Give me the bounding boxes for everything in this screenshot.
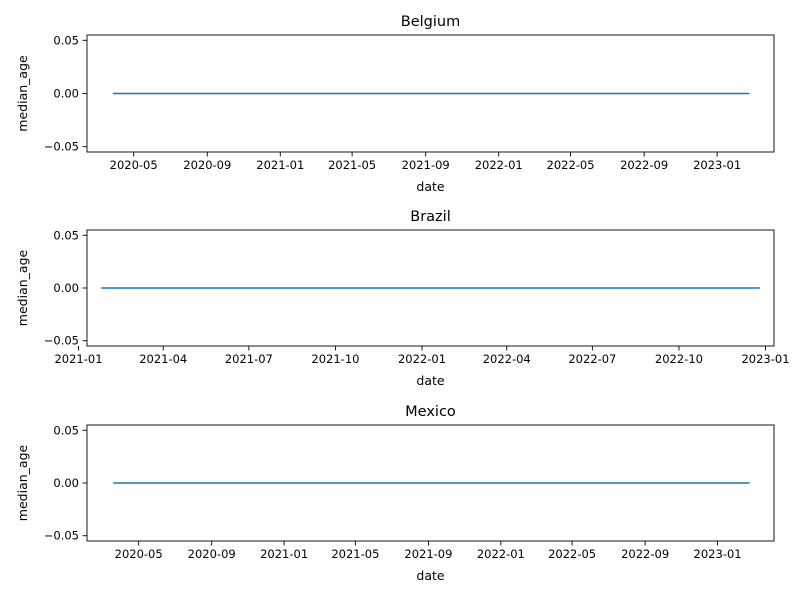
y-axis-label: median_age xyxy=(15,55,30,132)
x-tick-label: 2021-01 xyxy=(260,547,308,561)
x-tick-label: 2021-10 xyxy=(311,352,359,366)
x-tick-label: 2022-09 xyxy=(621,547,669,561)
x-tick-label: 2021-09 xyxy=(402,158,450,172)
x-tick-label: 2022-09 xyxy=(620,158,668,172)
x-tick-label: 2020-09 xyxy=(183,158,231,172)
x-axis-label: date xyxy=(416,373,444,388)
y-tick-label: 0.05 xyxy=(53,33,79,47)
y-axis-label: median_age xyxy=(15,445,30,522)
x-tick-label: 2023-01 xyxy=(694,547,742,561)
subplot-1: 2021-01 2021-04 2021-07 2021-10 2022-01 2022-… xyxy=(15,209,790,388)
x-axis-label: date xyxy=(416,179,444,194)
y-tick-label: 0.05 xyxy=(53,228,79,242)
subplot-0: 2020-05 2020-09 2021-01 2021-05 2021-09 2022-… xyxy=(15,14,775,194)
y-tick-label: 0.00 xyxy=(53,281,79,295)
y-tick-label: −0.05 xyxy=(44,529,79,543)
x-tick-label: 2022-04 xyxy=(483,352,531,366)
x-tick-label: 2020-05 xyxy=(115,547,163,561)
x-tick-label: 2021-01 xyxy=(256,158,304,172)
x-tick-label: 2021-07 xyxy=(225,352,273,366)
x-tick-label: 2022-01 xyxy=(475,158,523,172)
subplot-title: Belgium xyxy=(401,14,460,30)
x-tick-label: 2022-10 xyxy=(655,352,703,366)
x-axis-label: date xyxy=(416,568,444,583)
x-tick-label: 2022-07 xyxy=(568,352,616,366)
x-tick-label: 2021-05 xyxy=(328,158,376,172)
x-tick-label: 2023-01 xyxy=(693,158,741,172)
x-tick-label: 2022-01 xyxy=(398,352,446,366)
x-tick-label: 2023-01 xyxy=(741,352,789,366)
y-tick-label: 0.00 xyxy=(53,476,79,490)
x-tick-label: 2022-05 xyxy=(547,158,595,172)
x-tick-label: 2021-05 xyxy=(331,547,379,561)
x-tick-label: 2021-09 xyxy=(404,547,452,561)
y-tick-label: −0.05 xyxy=(44,140,79,154)
x-tick-label: 2022-01 xyxy=(477,547,525,561)
subplot-2: 2020-05 2020-09 2021-01 2021-05 2021-09 2022-… xyxy=(15,404,775,583)
x-tick-label: 2021-04 xyxy=(139,352,187,366)
y-tick-label: 0.05 xyxy=(53,423,79,437)
subplot-title: Brazil xyxy=(410,209,450,225)
x-tick-label: 2020-09 xyxy=(188,547,236,561)
subplot-title: Mexico xyxy=(405,404,456,420)
x-tick-label: 2022-05 xyxy=(548,547,596,561)
y-axis-label: median_age xyxy=(15,250,30,327)
y-tick-label: 0.00 xyxy=(53,87,79,101)
x-tick-label: 2020-05 xyxy=(110,158,158,172)
x-tick-label: 2021-01 xyxy=(54,352,102,366)
y-tick-label: −0.05 xyxy=(44,334,79,348)
